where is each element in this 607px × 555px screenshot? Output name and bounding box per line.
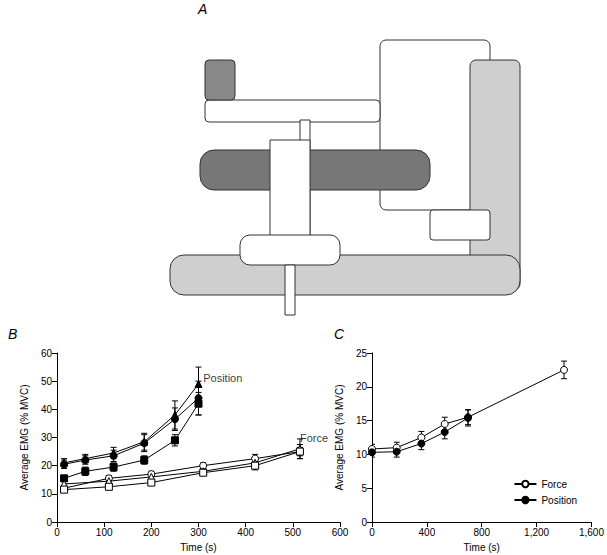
svg-text:5: 5 xyxy=(361,483,367,494)
svg-text:800: 800 xyxy=(473,527,490,538)
svg-text:40: 40 xyxy=(41,404,53,415)
svg-text:50: 50 xyxy=(41,376,53,387)
svg-text:600: 600 xyxy=(332,527,349,538)
svg-text:B: B xyxy=(8,326,17,342)
svg-text:Force: Force xyxy=(300,432,328,444)
svg-text:0: 0 xyxy=(54,527,60,538)
svg-text:Force: Force xyxy=(541,479,567,490)
svg-text:30: 30 xyxy=(41,432,53,443)
svg-text:60: 60 xyxy=(41,348,53,359)
svg-text:20: 20 xyxy=(356,381,368,392)
svg-text:100: 100 xyxy=(96,527,113,538)
svg-text:15: 15 xyxy=(356,415,368,426)
svg-text:A: A xyxy=(197,1,207,17)
svg-text:Time (s): Time (s) xyxy=(180,542,216,553)
svg-text:0: 0 xyxy=(369,527,375,538)
svg-text:500: 500 xyxy=(284,527,301,538)
svg-text:Time (s): Time (s) xyxy=(464,542,500,553)
svg-text:10: 10 xyxy=(356,449,368,460)
svg-text:200: 200 xyxy=(143,527,160,538)
svg-text:20: 20 xyxy=(41,460,53,471)
svg-text:0: 0 xyxy=(46,517,52,528)
svg-text:25: 25 xyxy=(356,348,368,359)
svg-text:300: 300 xyxy=(190,527,207,538)
svg-text:Position: Position xyxy=(541,495,577,506)
svg-text:0: 0 xyxy=(361,517,367,528)
svg-text:400: 400 xyxy=(419,527,436,538)
svg-text:400: 400 xyxy=(237,527,254,538)
svg-text:Average EMG (% MVC): Average EMG (% MVC) xyxy=(19,385,30,491)
svg-text:1,200: 1,200 xyxy=(524,527,549,538)
svg-text:C: C xyxy=(334,326,345,342)
svg-text:Position: Position xyxy=(203,372,242,384)
svg-text:10: 10 xyxy=(41,488,53,499)
svg-text:1,600: 1,600 xyxy=(579,527,604,538)
svg-text:Average EMG (% MVC): Average EMG (% MVC) xyxy=(334,385,345,491)
